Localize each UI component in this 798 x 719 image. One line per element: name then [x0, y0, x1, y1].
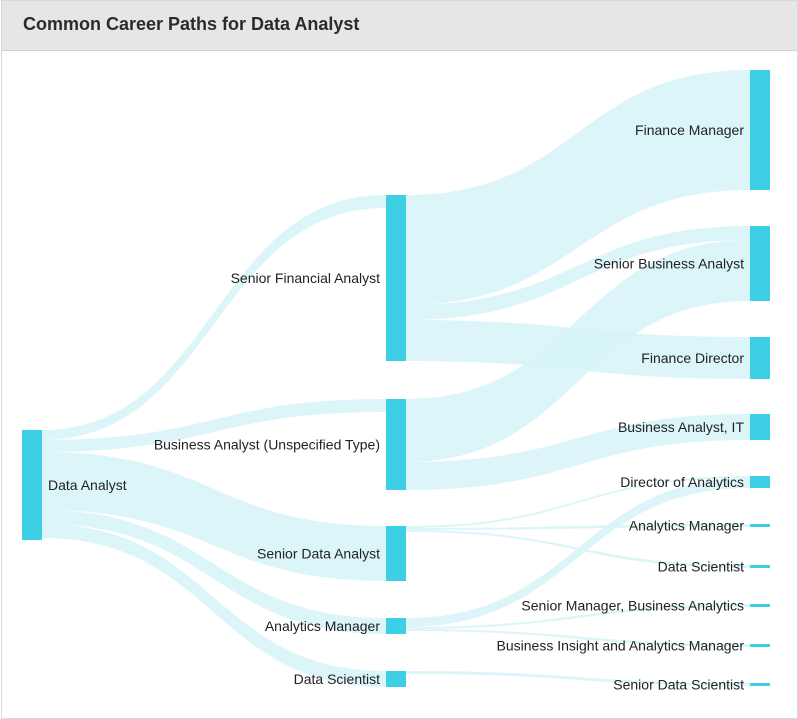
- node-business-analyst-unspecified[interactable]: [386, 399, 406, 490]
- node-finance-manager[interactable]: [750, 70, 770, 190]
- node-data-scientist-l2[interactable]: [750, 565, 770, 568]
- node-label-senior-data-analyst: Senior Data Analyst: [257, 546, 380, 562]
- node-director-of-analytics[interactable]: [750, 476, 770, 488]
- link-senior-financial-analyst-to-finance-manager[interactable]: [406, 70, 750, 305]
- node-label-director-of-analytics: Director of Analytics: [620, 474, 744, 490]
- link-analytics-manager-l1-to-business-insight-analytics-manager[interactable]: [406, 629, 750, 647]
- node-label-senior-financial-analyst: Senior Financial Analyst: [231, 270, 381, 286]
- page-title: Common Career Paths for Data Analyst: [23, 14, 360, 34]
- sankey-links: [42, 70, 750, 687]
- card-header: Common Career Paths for Data Analyst: [2, 1, 797, 51]
- link-analytics-manager-l1-to-senior-manager-business-analytics[interactable]: [406, 604, 750, 629]
- node-senior-business-analyst[interactable]: [750, 226, 770, 301]
- sankey-nodes: [22, 70, 770, 687]
- link-senior-data-analyst-to-analytics-manager-l2[interactable]: [406, 524, 750, 530]
- link-data-analyst-to-senior-data-analyst[interactable]: [42, 452, 386, 581]
- link-data-scientist-l1-to-senior-data-scientist[interactable]: [406, 671, 750, 686]
- node-label-business-insight-analytics-manager: Business Insight and Analytics Manager: [497, 638, 745, 654]
- link-senior-financial-analyst-to-senior-business-analyst[interactable]: [406, 226, 750, 320]
- node-data-analyst[interactable]: [22, 430, 42, 540]
- link-data-analyst-to-data-scientist-l1[interactable]: [42, 524, 386, 687]
- node-label-analytics-manager-l2: Analytics Manager: [629, 518, 745, 534]
- node-label-data-analyst: Data Analyst: [48, 477, 127, 493]
- node-senior-manager-business-analytics[interactable]: [750, 604, 770, 607]
- node-label-finance-director: Finance Director: [641, 350, 744, 366]
- node-label-senior-business-analyst: Senior Business Analyst: [594, 256, 744, 272]
- node-analytics-manager-l1[interactable]: [386, 618, 406, 634]
- node-data-scientist-l1[interactable]: [386, 671, 406, 687]
- link-data-analyst-to-analytics-manager-l1[interactable]: [42, 510, 386, 634]
- node-label-business-analyst-it: Business Analyst, IT: [618, 419, 745, 435]
- node-finance-director[interactable]: [750, 337, 770, 379]
- node-analytics-manager-l2[interactable]: [750, 524, 770, 527]
- node-label-data-scientist-l2: Data Scientist: [658, 559, 744, 575]
- link-data-analyst-to-senior-financial-analyst[interactable]: [42, 195, 386, 440]
- link-business-analyst-unspecified-to-senior-business-analyst[interactable]: [406, 240, 750, 462]
- node-label-business-analyst-unspecified: Business Analyst (Unspecified Type): [154, 437, 380, 453]
- node-senior-data-scientist[interactable]: [750, 683, 770, 686]
- node-business-analyst-it[interactable]: [750, 414, 770, 440]
- node-label-finance-manager: Finance Manager: [635, 122, 744, 138]
- link-data-analyst-to-business-analyst-unspecified[interactable]: [42, 399, 386, 452]
- node-senior-data-analyst[interactable]: [386, 526, 406, 581]
- link-senior-data-analyst-to-director-of-analytics[interactable]: [406, 476, 750, 528]
- node-label-senior-data-scientist: Senior Data Scientist: [613, 677, 744, 693]
- link-business-analyst-unspecified-to-business-analyst-it[interactable]: [406, 414, 750, 490]
- node-label-analytics-manager-l1: Analytics Manager: [265, 618, 381, 634]
- link-analytics-manager-l1-to-director-of-analytics[interactable]: [406, 478, 750, 627]
- node-label-data-scientist-l1: Data Scientist: [294, 671, 380, 687]
- sankey-labels: Data Analyst Senior Financial Analyst Busi…: [48, 122, 744, 693]
- node-label-senior-manager-business-analytics: Senior Manager, Business Analytics: [521, 598, 744, 614]
- node-senior-financial-analyst[interactable]: [386, 195, 406, 361]
- node-business-insight-analytics-manager[interactable]: [750, 644, 770, 647]
